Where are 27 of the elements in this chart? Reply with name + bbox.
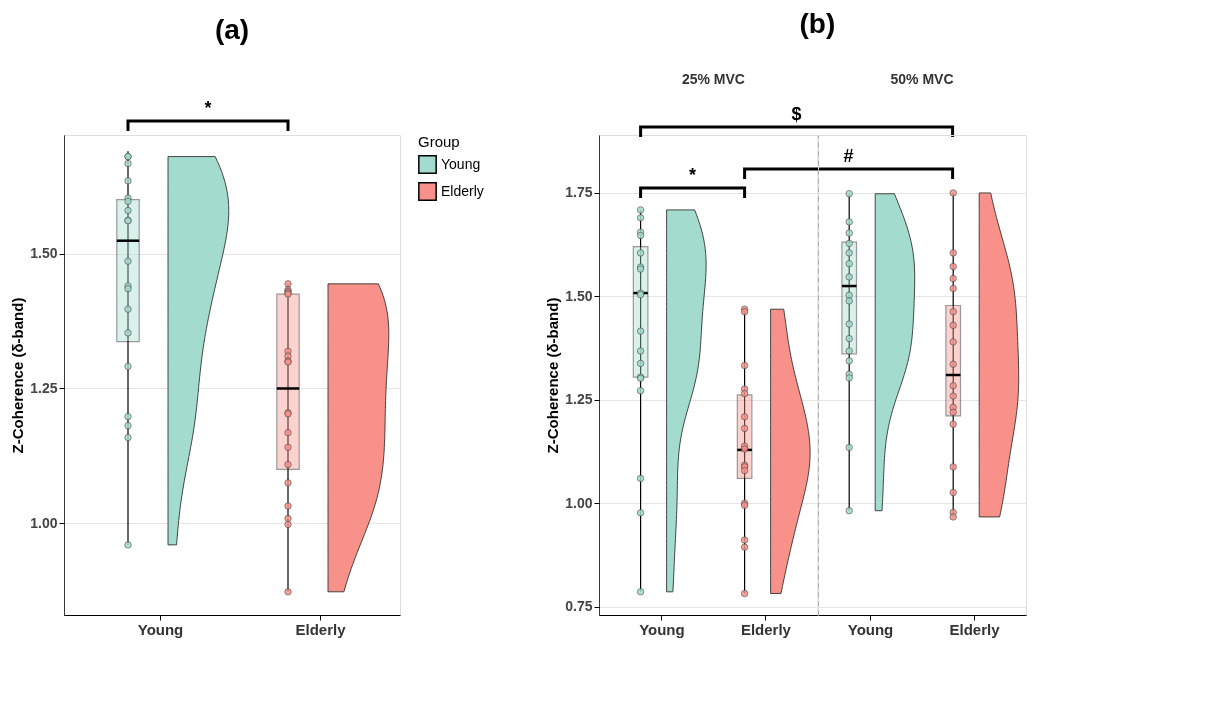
x-tick-label: Elderly [295,620,347,638]
y-tick-label: 1.00 [565,494,593,511]
y-axis-title: Z-Coherence (δ-band) [9,297,27,454]
chart-title: (b) [799,8,836,39]
legend-title: Group [418,133,460,150]
annotation: # [843,146,854,166]
x-tick-label: Young [639,620,685,638]
x-tick-label: Young [137,620,184,638]
y-tick-label: 1.50 [30,245,58,262]
y-tick-label: 1.25 [565,391,593,408]
chart-subtitle: 50% MVC [890,71,954,87]
chart-title: (a) [214,14,250,45]
y-axis-title: Z-Coherence (δ-band) [544,297,562,454]
y-tick-label: 1.25 [30,379,58,396]
text: * [204,98,212,118]
annotation: * [689,165,697,185]
x-tick-label: Elderly [949,620,1001,638]
y-tick-label: 0.75 [565,598,593,615]
x-tick-label: Young [847,620,894,638]
y-tick-label: 1.75 [565,184,593,201]
chart-subtitle: 25% MVC [681,71,745,87]
x-tick-label: Elderly [740,620,792,638]
text: $ [791,104,802,124]
y-tick-label: 1.00 [30,514,58,531]
legend-label: Elderly [441,182,484,199]
y-tick-label: 1.50 [565,287,593,304]
legend-label: Young [441,155,481,172]
